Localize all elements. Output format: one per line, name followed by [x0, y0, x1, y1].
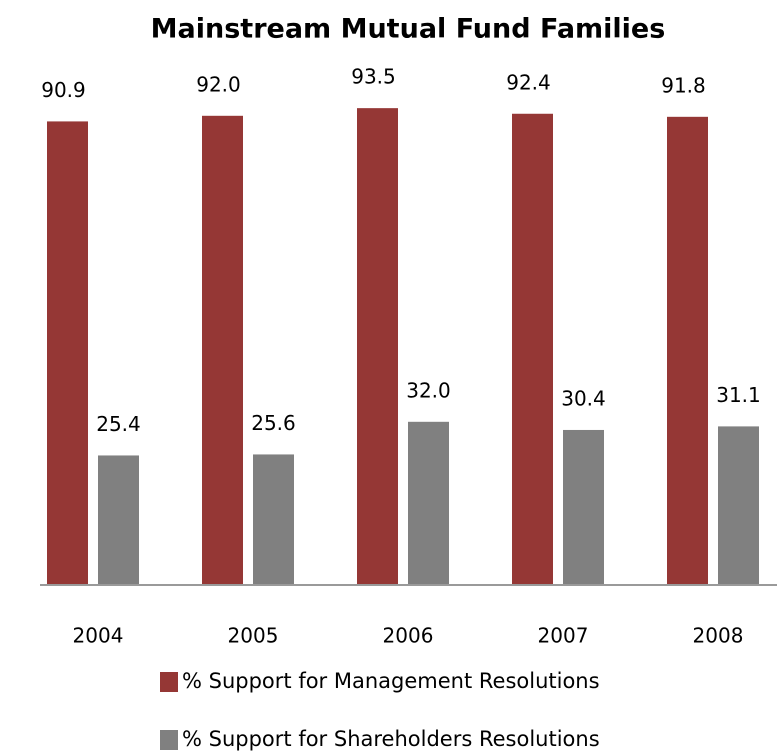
data-label: 93.5: [351, 65, 396, 89]
x-tick-label: 2008: [693, 624, 744, 648]
data-label: 30.4: [561, 386, 606, 410]
data-label: 91.8: [661, 73, 706, 97]
chart-title: Mainstream Mutual Fund Families: [151, 14, 666, 45]
x-tick-label: 2004: [73, 624, 124, 648]
bar: [202, 115, 243, 586]
legend-label: % Support for Management Resolutions: [182, 669, 600, 693]
data-label: 31.1: [716, 383, 761, 407]
bar: [667, 116, 708, 585]
x-tick-label: 2007: [538, 624, 589, 648]
legend-swatch: [160, 730, 178, 750]
data-label: 92.4: [506, 70, 551, 94]
data-label: 92.0: [196, 72, 241, 96]
bar: [253, 454, 294, 585]
data-label: 90.9: [41, 78, 86, 102]
bar: [563, 429, 604, 585]
x-tick-label: 2005: [228, 624, 279, 648]
bar: [47, 121, 88, 585]
legend-swatch: [160, 672, 178, 692]
x-tick-label: 2006: [383, 624, 434, 648]
data-label: 25.4: [96, 412, 141, 436]
legend-label: % Support for Shareholders Resolutions: [182, 727, 600, 751]
bar: [408, 421, 449, 585]
bar: [512, 113, 553, 585]
data-label: 25.6: [251, 411, 296, 435]
bar: [98, 455, 139, 585]
bar: [718, 426, 759, 585]
data-label: 32.0: [406, 378, 451, 402]
bar: [357, 108, 398, 586]
